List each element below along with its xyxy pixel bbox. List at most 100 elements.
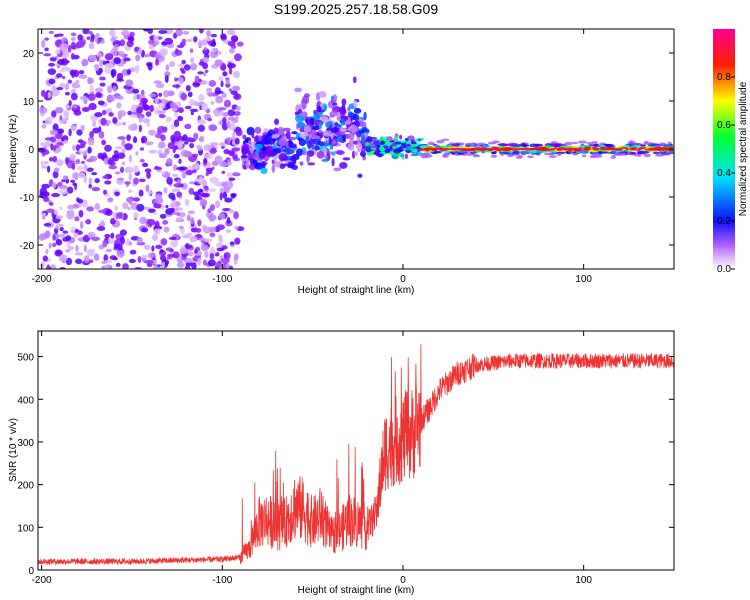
spectrogram-noise-cell [148, 129, 157, 136]
y-tick-label: 300 [17, 438, 34, 449]
spectrogram-noise-cell [134, 66, 139, 74]
spectrogram-tone-cell [451, 143, 460, 147]
spectrogram-noise-cell [87, 77, 94, 84]
spectrogram-noise-cell [181, 171, 187, 179]
spectrogram-tone-peak [475, 148, 484, 151]
spectrogram-noise-cell [148, 44, 154, 50]
spectrogram-noise-cell [197, 219, 202, 227]
spectrogram-noise-cell [78, 70, 85, 75]
spectrogram-noise-cell [209, 252, 215, 260]
spectrogram-noise-cell [145, 259, 154, 265]
spectrogram-noise-cell [104, 53, 114, 61]
spectrogram-noise-cell [165, 208, 174, 215]
spectrogram-noise-cell [144, 141, 154, 146]
spectrogram-noise-cell [163, 226, 170, 233]
spectrogram-noise-cell [127, 110, 133, 116]
spectrogram-noise-cell [40, 142, 44, 146]
spectrogram-noise-cell [227, 62, 233, 69]
colorbar-gradient [713, 29, 735, 269]
spectrogram-noise-cell [56, 159, 64, 167]
spectrogram-noise-cell [101, 109, 107, 115]
spectrogram-noise-cell [141, 254, 149, 259]
spectrogram-tone-peak [567, 149, 573, 152]
spectrogram-tone-cell [633, 142, 642, 146]
spectrogram-signal-cell [384, 149, 391, 154]
spectrogram-noise-cell [124, 181, 131, 185]
spectrogram-noise-cell [96, 56, 100, 62]
spectrogram-noise-cell [171, 188, 181, 193]
spectrogram-signal-cell [318, 129, 323, 133]
spectrogram-noise-cell [75, 244, 79, 253]
spectrogram-noise-cell [228, 150, 235, 157]
spectrogram-noise-cell [210, 246, 215, 254]
spectrogram-noise-cell [70, 53, 75, 60]
spectrogram-noise-cell [121, 139, 126, 147]
spectrogram-noise-cell [108, 161, 116, 166]
spectrogram-noise-cell [70, 179, 76, 183]
spectrogram-noise-cell [215, 142, 219, 149]
spectrogram-signal-cell [274, 160, 281, 168]
spectrogram-noise-cell [54, 107, 64, 114]
spectrogram-noise-cell [94, 202, 101, 210]
spectrogram-noise-cell [87, 231, 96, 239]
spectrogram-noise-cell [183, 141, 189, 145]
spectrogram-noise-cell [183, 150, 193, 158]
spectrogram-tone-cell [611, 150, 617, 154]
spectrogram-noise-cell [40, 160, 45, 168]
spectrogram-noise-cell [114, 243, 119, 249]
spectrogram-tone-cell [667, 141, 672, 145]
spectrogram-noise-cell [225, 263, 230, 269]
spectrogram-noise-cell [197, 119, 206, 125]
spectrogram-noise-cell [46, 165, 51, 173]
spectrogram-noise-cell [117, 50, 125, 57]
spectrogram-noise-cell [55, 215, 64, 220]
spectrogram-noise-cell [44, 230, 51, 239]
spectrogram-noise-cell [61, 37, 68, 42]
spectrogram-noise-cell [181, 69, 186, 74]
spectrogram-noise-cell [198, 237, 206, 242]
spectrogram-noise-cell [143, 104, 150, 111]
spectrogram-signal-cell [245, 160, 250, 169]
spectrogram-signal-cell [278, 153, 288, 162]
spectrogram-noise-cell [74, 216, 80, 222]
spectrogram-noise-cell [41, 124, 47, 129]
spectrogram-noise-cell [171, 199, 176, 206]
spectrogram-noise-cell [71, 104, 78, 109]
spectrogram-noise-cell [218, 213, 226, 220]
spectrogram-noise-cell [177, 116, 182, 121]
spectrogram-signal-cell [295, 148, 304, 157]
spectrogram-signal-cell [314, 145, 320, 151]
spectrogram-tone-peak [435, 147, 444, 150]
spectrogram-noise-cell [75, 79, 80, 84]
spectrogram-signal-cell [369, 136, 378, 140]
spectrogram-tone-cell [507, 154, 514, 158]
spectrogram-noise-cell [201, 192, 210, 198]
spectrogram-signal-cell [308, 138, 315, 146]
spectrogram-noise-cell [128, 173, 133, 182]
spectrogram-noise-cell [125, 79, 134, 87]
spectrogram-noise-cell [94, 64, 100, 71]
spectrogram-noise-cell [192, 191, 202, 197]
spectrogram-noise-cell [46, 208, 55, 213]
spectrogram-noise-cell [147, 62, 153, 71]
spectrogram-noise-cell [144, 168, 152, 173]
spectrogram-signal-cell [260, 167, 268, 175]
spectrogram-noise-cell [129, 31, 135, 37]
spectrogram-noise-cell [176, 191, 183, 198]
spectrogram-noise-cell [138, 124, 142, 133]
spectrogram-noise-cell [48, 242, 52, 249]
spectrogram-tone-cell [556, 153, 562, 157]
spectrogram-noise-cell [128, 241, 132, 246]
spectrogram-noise-cell [65, 249, 70, 253]
spectrogram-signal-cell [312, 125, 320, 131]
spectrogram-noise-cell [58, 254, 68, 263]
spectrogram-noise-cell [88, 177, 93, 185]
spectrogram-tone-cell [612, 153, 619, 156]
spectrogram-tone-peak [616, 148, 623, 151]
spectrogram-noise-cell [44, 37, 49, 41]
spectrogram-noise-cell [70, 32, 77, 37]
spectrogram-noise-cell [143, 29, 150, 32]
spectrogram-noise-cell [164, 29, 174, 35]
spectrogram-noise-cell [45, 248, 49, 255]
spectrogram-noise-cell [219, 142, 226, 147]
